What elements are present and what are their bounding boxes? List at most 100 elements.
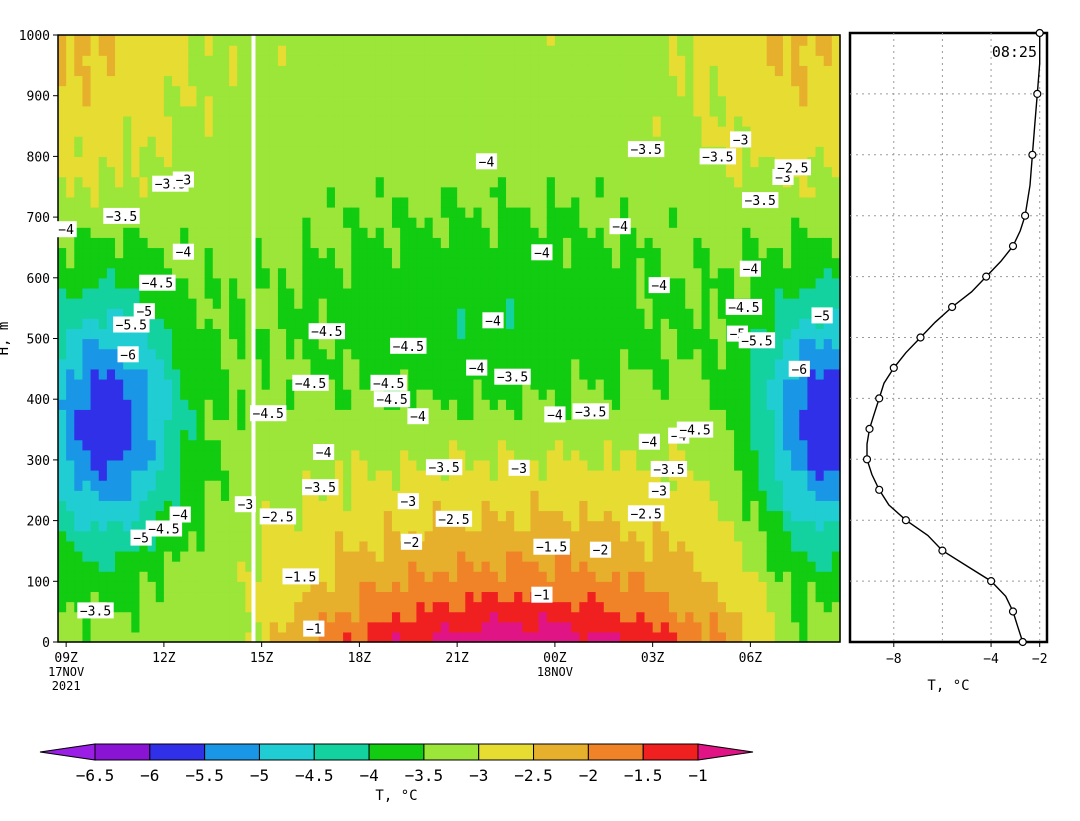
field-cell [180,449,189,461]
field-cell [432,126,442,137]
field-cell [237,561,246,572]
field-cell [139,176,149,188]
field-cell [725,550,735,562]
field-cell [530,631,540,643]
field-cell [139,247,149,259]
field-cell [538,237,548,249]
field-cell [269,439,279,451]
field-cell [693,449,703,461]
field-cell [277,470,287,481]
field-cell [277,227,287,238]
field-cell [457,591,466,603]
field-cell [188,257,198,269]
field-cell [489,368,499,380]
field-cell [489,621,499,633]
field-cell [400,571,409,582]
field-cell [644,530,654,542]
field-cell [139,591,149,603]
field-cell [310,429,320,441]
field-cell [269,206,279,218]
field-cell [310,389,320,400]
field-cell [123,115,132,127]
field-cell [123,338,132,350]
field-cell [603,186,613,198]
field-cell [391,480,401,491]
field-cell [131,75,141,87]
field-cell [481,500,491,512]
field-cell [106,126,116,137]
field-cell [538,115,548,127]
field-cell [603,368,613,380]
field-cell [302,115,312,127]
field-cell [416,156,426,168]
field-cell [677,45,686,56]
field-cell [709,217,719,228]
field-cell [212,136,222,147]
field-cell [212,581,222,593]
field-cell [571,368,580,380]
field-cell [253,631,263,643]
field-cell [318,520,328,532]
field-cell [318,267,328,279]
field-cell [318,206,328,218]
field-cell [546,328,556,340]
field-cell [628,378,637,390]
field-cell [457,247,466,259]
field-cell [253,237,263,249]
field-cell [660,136,670,147]
field-cell [595,378,605,390]
field-cell [717,439,727,451]
field-cell [660,571,670,582]
field-cell [115,409,124,421]
field-cell [465,176,475,188]
field-cell [351,500,360,512]
field-cell [563,550,572,562]
field-cell [440,237,450,249]
field-cell [82,257,92,269]
field-cell [286,65,295,77]
field-cell [563,136,572,147]
field-cell [473,490,483,501]
field-cell [359,530,369,542]
field-cell [506,510,515,522]
field-cell [473,35,483,46]
field-cell [400,429,409,441]
field-cell [465,470,475,481]
field-cell [326,378,336,390]
field-cell [147,429,157,441]
field-cell [343,399,352,410]
field-cell [538,126,548,137]
field-cell [318,490,328,501]
field-cell [587,196,597,208]
field-cell [668,581,678,593]
field-cell [636,520,646,532]
field-cell [611,358,621,370]
field-cell [717,621,727,633]
field-cell [367,459,377,471]
field-cell [391,419,401,431]
field-cell [155,227,165,238]
field-cell [603,378,613,390]
field-cell [334,611,344,623]
field-cell [66,409,75,421]
field-cell [522,146,532,157]
field-cell [131,95,141,107]
field-cell [375,530,385,542]
field-cell [660,206,670,218]
field-cell [261,65,271,77]
field-cell [343,257,352,269]
field-cell [571,237,580,249]
field-cell [416,510,426,522]
field-cell [123,85,132,97]
field-cell [563,419,572,431]
field-cell [554,146,564,157]
field-cell [603,146,613,157]
field-cell [465,449,475,461]
field-cell [620,470,629,481]
field-cell [220,166,230,178]
field-cell [253,368,263,380]
field-cell [212,389,222,400]
field-cell [514,247,523,259]
field-cell [677,328,686,340]
field-cell [620,520,629,532]
